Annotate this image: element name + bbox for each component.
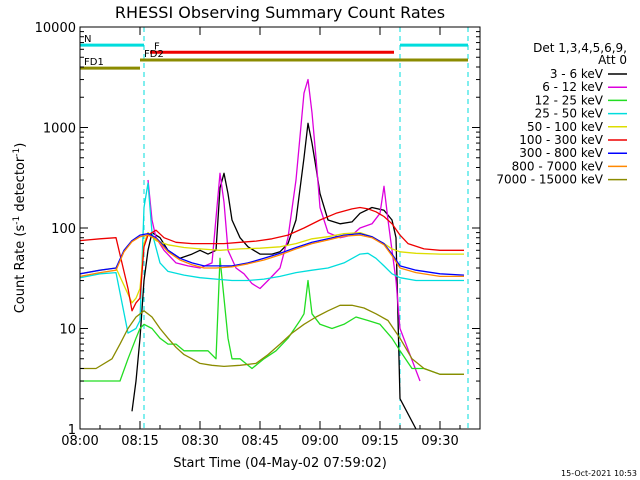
legend-header-line1: Det 1,3,4,5,6,9, <box>533 41 627 55</box>
flag-label-f: F <box>154 41 160 52</box>
legend-entry-6: 300 - 800 keV <box>519 146 603 160</box>
flag-label-n: N <box>84 34 91 45</box>
series-line-5 <box>79 206 464 312</box>
footer-timestamp: 15-Oct-2021 10:53 <box>561 469 637 478</box>
x-axis: 08:00 08:15 08:30 08:45 09:00 09:15 09:30 <box>61 27 481 449</box>
series-line-3 <box>79 182 464 334</box>
legend-entry-1: 6 - 12 keV <box>542 80 604 94</box>
y-axis-label-main: Count Rate (s <box>13 225 28 314</box>
legend-entry-3: 25 - 50 keV <box>535 107 604 121</box>
legend-entry-4: 50 - 100 keV <box>527 120 604 134</box>
x-tick-label-6: 09:30 <box>421 434 458 449</box>
legend-header-line2: Att 0 <box>598 53 627 67</box>
y-axis-label: Count Rate (s-1 detector-1) <box>12 143 28 314</box>
y-tick-label-0: 1 <box>68 423 76 438</box>
y-axis: 1 10 100 1000 10000 <box>35 21 480 438</box>
y-tick-label-1: 10 <box>59 323 76 338</box>
x-tick-label-5: 09:15 <box>361 434 398 449</box>
series-line-6 <box>79 232 465 276</box>
x-tick-label-4: 09:00 <box>301 434 338 449</box>
series-line-8 <box>80 304 464 375</box>
series-line-1 <box>147 78 421 382</box>
flag-label-fd1: FD1 <box>84 57 104 68</box>
y-axis-label-end: ) <box>13 143 28 148</box>
x-tick-label-3: 08:45 <box>241 434 278 449</box>
x-axis-label: Start Time (04-May-02 07:59:02) <box>173 456 387 471</box>
series-line-4 <box>79 231 464 304</box>
plot-marks: N F FD1 FD2 <box>79 27 469 430</box>
y-tick-label-3: 1000 <box>43 122 76 137</box>
x-tick-label-1: 08:15 <box>121 434 158 449</box>
series-line-7 <box>79 234 464 278</box>
series-line-2 <box>80 257 464 382</box>
legend-entry-0: 3 - 6 keV <box>550 67 604 81</box>
y-axis-label-sup1: -1 <box>12 216 22 225</box>
legend-entry-7: 800 - 7000 keV <box>512 159 604 173</box>
x-tick-label-2: 08:30 <box>181 434 218 449</box>
flag-label-fd2: FD2 <box>144 49 164 60</box>
series-line-0 <box>131 122 417 430</box>
legend-entry-5: 100 - 300 keV <box>519 133 603 147</box>
legend-entry-8: 7000 - 15000 keV <box>496 173 603 187</box>
legend-entry-2: 12 - 25 keV <box>535 93 604 107</box>
y-tick-label-2: 100 <box>51 222 76 237</box>
y-axis-label-sup2: -1 <box>12 148 22 157</box>
x-tick-label-0: 08:00 <box>61 434 98 449</box>
y-axis-label-mid: detector <box>13 156 28 216</box>
y-tick-label-4: 10000 <box>35 21 76 36</box>
chart-title: RHESSI Observing Summary Count Rates <box>115 3 445 22</box>
